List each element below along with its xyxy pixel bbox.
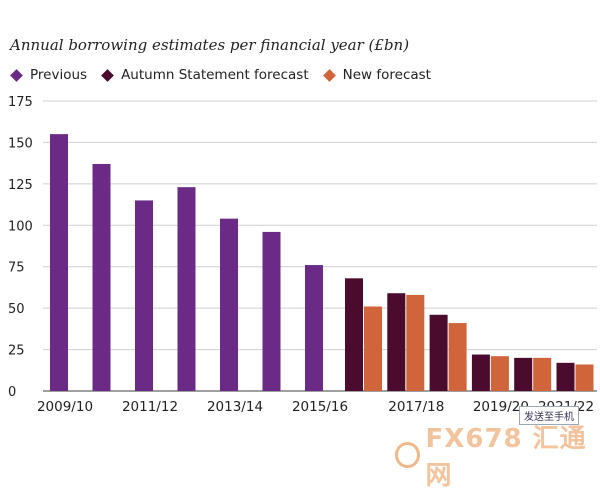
- bar-new-forecast: [490, 356, 509, 391]
- bar-previous: [305, 265, 323, 391]
- x-tick-label: 2019/20: [473, 399, 529, 415]
- x-tick-label: 2009/10: [37, 399, 93, 415]
- send-to-phone-badge[interactable]: 发送至手机: [519, 406, 579, 425]
- x-tick-label: 2013/14: [207, 399, 263, 415]
- bar-chart: 0 25 50 75 100 125 150 175 2009/10 2011/12 2013/14…: [8, 95, 597, 415]
- watermark-text: FX678 汇通网: [425, 424, 587, 491]
- bar-autumn-statement: [471, 354, 490, 391]
- bar-autumn-statement: [387, 293, 406, 391]
- x-tick-label: 2011/12: [122, 399, 178, 415]
- legend: Previous Autumn Statement forecast New f…: [10, 67, 445, 83]
- x-tick-label: 2017/18: [388, 399, 444, 415]
- y-tick-label: 175: [8, 95, 33, 110]
- bar-previous: [92, 163, 111, 391]
- bar-autumn-statement: [429, 314, 448, 391]
- watermark-logo: [395, 442, 420, 468]
- legend-label-new-forecast: New forecast: [342, 67, 431, 83]
- bar-previous: [135, 200, 153, 391]
- bar-new-forecast: [448, 323, 467, 391]
- legend-label-autumn-statement: Autumn Statement forecast: [121, 67, 309, 83]
- bar-new-forecast: [575, 364, 594, 391]
- bar-previous: [262, 231, 281, 391]
- watermark: FX678 汇通网: [395, 418, 600, 492]
- y-tick-label: 125: [8, 178, 33, 193]
- y-tick-label: 0: [8, 385, 16, 400]
- legend-label-previous: Previous: [30, 67, 88, 83]
- legend-item-previous: Previous: [10, 67, 87, 83]
- bar-autumn-statement: [514, 357, 533, 391]
- bar-new-forecast: [364, 306, 382, 391]
- y-tick-label: 150: [8, 136, 33, 151]
- y-tick-label: 75: [8, 261, 25, 276]
- bar-previous: [177, 187, 196, 391]
- bar-autumn-statement: [345, 278, 363, 391]
- legend-item-new-forecast: New forecast: [322, 67, 431, 83]
- bar-new-forecast: [533, 357, 552, 391]
- y-tick-label: 25: [8, 344, 25, 359]
- y-tick-label: 100: [8, 219, 33, 234]
- chart-title: Annual borrowing estimates per financial…: [10, 36, 410, 54]
- bar-previous: [220, 218, 238, 391]
- bar-previous: [50, 134, 68, 391]
- y-tick-label: 50: [8, 302, 25, 317]
- legend-item-autumn-statement: Autumn Statement forecast: [101, 67, 309, 83]
- x-tick-label: 2015/16: [292, 399, 348, 415]
- bar-autumn-statement: [556, 362, 575, 391]
- bar-new-forecast: [406, 294, 425, 391]
